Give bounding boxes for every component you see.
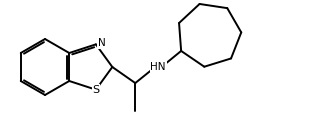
Text: S: S (92, 85, 99, 95)
Text: N: N (98, 38, 106, 48)
Text: HN: HN (151, 62, 166, 72)
